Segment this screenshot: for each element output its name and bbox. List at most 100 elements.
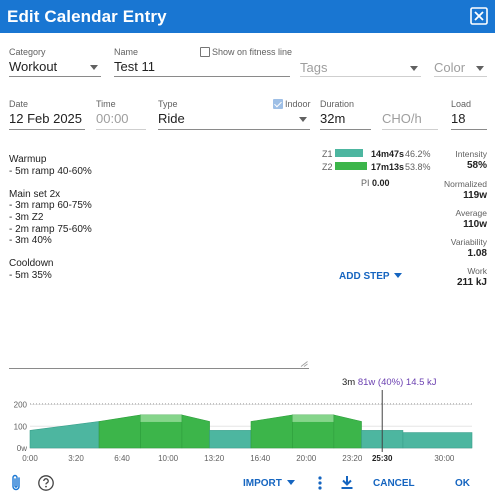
cho-field[interactable]: CHO/h — [382, 99, 438, 130]
description-line: - 5m ramp 40-60% — [9, 165, 92, 177]
indoor-checkbox[interactable] — [273, 99, 283, 109]
x-tick-label: 30:00 — [434, 454, 455, 463]
x-tick-label: 3:20 — [68, 454, 84, 463]
description-line: - 3m 40% — [9, 235, 52, 247]
show-fitness-label: Show on fitness line — [212, 47, 293, 57]
workout-step — [333, 414, 362, 449]
step-highlight — [140, 414, 182, 422]
chevron-down-icon — [410, 66, 418, 71]
description-line: - 3m Z2 — [9, 211, 44, 223]
ok-button[interactable]: OK — [455, 478, 470, 489]
stat-label: Intensity — [455, 149, 487, 159]
zone-bar — [335, 149, 363, 157]
description-line: Warmup — [9, 154, 47, 165]
name-value: Test 11 — [114, 59, 155, 74]
tags-placeholder: Tags — [300, 60, 328, 75]
indoor-label: Indoor — [285, 99, 311, 109]
category-select[interactable]: Category Workout — [9, 47, 101, 77]
pi-value: 0.00 — [372, 178, 390, 188]
x-tick-label: 6:40 — [114, 454, 130, 463]
help-icon[interactable] — [37, 474, 55, 492]
x-tick-label: 13:20 — [204, 454, 225, 463]
y-tick-label: 0w — [17, 444, 27, 453]
stat-label: Work — [467, 266, 487, 276]
stat-label: Variability — [450, 237, 487, 247]
load-field[interactable]: Load 18 — [451, 99, 487, 130]
chevron-down-icon — [393, 273, 402, 278]
attachment-icon[interactable] — [9, 474, 25, 492]
stat-normalized: Normalized 119w — [444, 179, 487, 201]
close-icon[interactable] — [469, 6, 489, 26]
description-underline — [9, 368, 309, 369]
description-line: - 5m 35% — [9, 269, 52, 281]
color-placeholder: Color — [434, 60, 466, 75]
duration-field[interactable]: Duration 32m — [320, 99, 371, 130]
zone-percent: 53.8% — [405, 162, 431, 172]
workout-step — [181, 414, 210, 449]
duration-label: Duration — [320, 99, 355, 109]
stat-value: 211 kJ — [456, 277, 487, 288]
stat-work: Work 211 kJ — [457, 266, 487, 288]
import-button[interactable]: IMPORT — [243, 478, 295, 489]
description-line: Cooldown — [9, 258, 54, 270]
name-field[interactable]: Name Test 11 — [114, 47, 290, 77]
stat-label: Normalized — [444, 179, 487, 189]
time-label: Time — [96, 99, 116, 109]
cancel-button[interactable]: CANCEL — [373, 478, 415, 489]
chevron-down-icon — [90, 65, 98, 70]
category-value: Workout — [9, 59, 58, 74]
add-step-button[interactable]: ADD STEP — [339, 271, 402, 282]
load-label: Load — [451, 99, 472, 109]
zone-time: 14m47s — [371, 149, 405, 159]
more-vert-icon[interactable] — [316, 475, 324, 491]
zone-time: 17m13s — [371, 162, 405, 172]
step-highlight — [292, 414, 334, 422]
stat-average: Average 110w — [455, 208, 487, 230]
hover-energy: 14.5 kJ — [405, 377, 437, 388]
tags-select[interactable]: Tags — [300, 47, 421, 77]
duration-value: 32m — [320, 111, 346, 126]
hover-readout: 3m 81w (40%) 14.5 kJ — [342, 377, 437, 388]
y-tick-label: 100 — [14, 422, 28, 431]
show-fitness-checkbox[interactable] — [200, 47, 210, 57]
description-line: - 3m ramp 60-75% — [9, 200, 92, 212]
description-line: Main set 2x — [9, 188, 61, 200]
workout-step — [402, 432, 473, 449]
description-line — [9, 177, 309, 189]
category-label: Category — [9, 47, 46, 57]
cho-placeholder: CHO/h — [382, 111, 422, 126]
time-placeholder: 00:00 — [96, 111, 129, 126]
workout-chart[interactable]: 0w 100 200 0:00 3:20 6:40 10:00 13:20 16:40 20:00… — [0, 390, 495, 465]
time-field[interactable]: Time 00:00 — [96, 99, 146, 130]
chevron-down-icon — [476, 66, 484, 71]
workout-description[interactable]: Warmup - 5m ramp 40-60% Main set 2x - 3m ra… — [9, 154, 309, 282]
stat-intensity: Intensity 58% — [455, 149, 487, 171]
date-label: Date — [9, 99, 29, 109]
x-tick-label: 20:00 — [296, 454, 317, 463]
stat-variability: Variability 1.08 — [451, 237, 487, 259]
load-value: 18 — [451, 111, 466, 126]
zone-bar — [335, 162, 367, 170]
workout-step — [98, 414, 141, 449]
zone-percent: 46.2% — [405, 149, 431, 159]
color-select[interactable]: Color — [434, 47, 487, 77]
type-label: Type — [158, 99, 178, 109]
date-field[interactable]: Date 12 Feb 2025 — [9, 99, 85, 130]
type-value: Ride — [158, 111, 185, 126]
chevron-down-icon — [286, 480, 295, 485]
download-icon[interactable] — [340, 475, 354, 490]
pi-label: PI — [361, 178, 370, 188]
workout-step — [29, 421, 100, 449]
resize-handle-icon[interactable] — [300, 361, 308, 367]
hover-duration: 3m — [342, 377, 356, 388]
dialog-title: Edit Calendar Entry — [7, 7, 167, 26]
name-label: Name — [114, 47, 139, 57]
date-value: 12 Feb 2025 — [9, 111, 83, 126]
dialog-titlebar: Edit Calendar Entry — [0, 0, 495, 33]
stat-value: 1.08 — [467, 248, 487, 259]
stat-value: 110w — [463, 219, 487, 230]
x-tick-label: 0:00 — [22, 454, 38, 463]
workout-step — [209, 430, 252, 449]
type-select[interactable]: Type Ride — [158, 99, 310, 130]
stat-value: 119w — [463, 190, 487, 201]
